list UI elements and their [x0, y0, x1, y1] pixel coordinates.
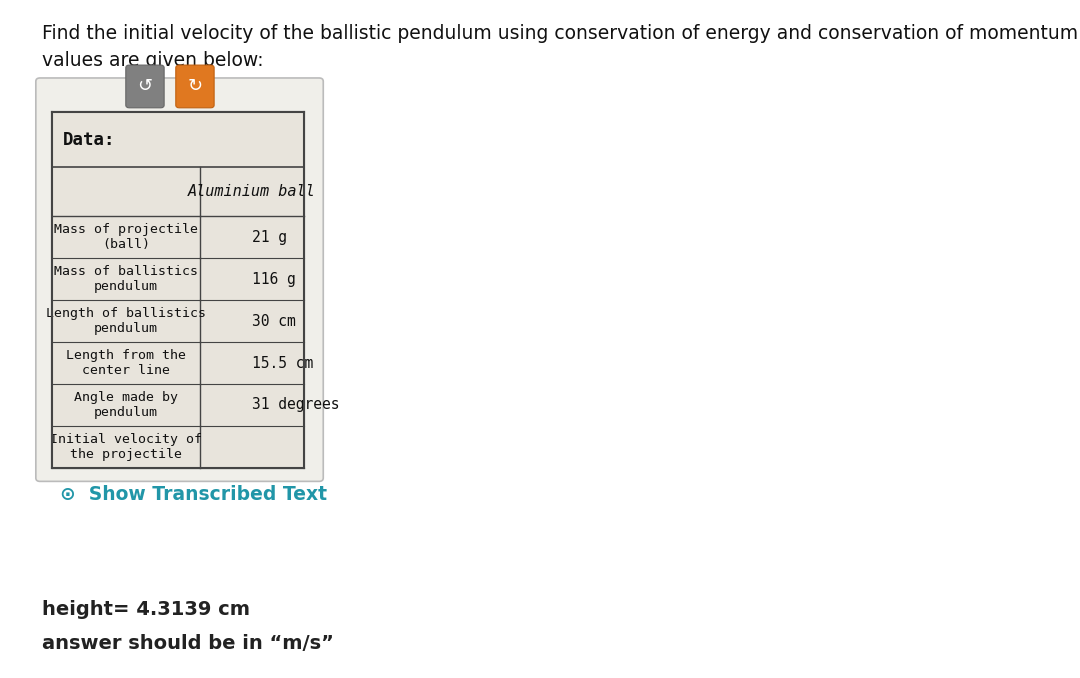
Text: height= 4.3139 cm: height= 4.3139 cm	[42, 600, 249, 619]
Text: ↺: ↺	[137, 77, 152, 96]
Text: Initial velocity of
the projectile: Initial velocity of the projectile	[50, 433, 202, 461]
Text: Mass of ballistics
pendulum: Mass of ballistics pendulum	[54, 265, 198, 293]
Text: values are given below:: values are given below:	[42, 51, 264, 70]
Text: Angle made by
pendulum: Angle made by pendulum	[75, 391, 178, 419]
FancyBboxPatch shape	[176, 65, 214, 108]
Bar	[53, 112, 305, 167]
Bar	[53, 167, 305, 216]
Bar	[53, 300, 305, 342]
Text: ⊙  Show Transcribed Text: ⊙ Show Transcribed Text	[60, 485, 327, 504]
Text: Length of ballistics
pendulum: Length of ballistics pendulum	[46, 307, 206, 335]
Text: 21 g: 21 g	[252, 230, 287, 245]
FancyBboxPatch shape	[125, 65, 164, 108]
Text: 116 g: 116 g	[252, 272, 296, 287]
Text: Aluminium ball: Aluminium ball	[188, 184, 315, 199]
Bar	[53, 426, 305, 468]
Text: 30 cm: 30 cm	[252, 314, 296, 329]
Bar	[53, 258, 305, 300]
FancyBboxPatch shape	[53, 112, 305, 468]
Text: ↻: ↻	[188, 77, 203, 96]
Text: 15.5 cm: 15.5 cm	[252, 355, 313, 370]
Text: Data:: Data:	[63, 131, 114, 148]
FancyBboxPatch shape	[36, 78, 323, 481]
Bar	[53, 384, 305, 426]
Text: Mass of projectile
(ball): Mass of projectile (ball)	[54, 223, 198, 252]
Text: 31 degrees: 31 degrees	[252, 397, 339, 412]
Bar	[53, 342, 305, 384]
Text: answer should be in “m/s”: answer should be in “m/s”	[42, 634, 334, 653]
Text: Find the initial velocity of the ballistic pendulum using conservation of energy: Find the initial velocity of the ballist…	[42, 24, 1080, 43]
Text: Length from the
center line: Length from the center line	[66, 349, 186, 377]
Bar	[53, 216, 305, 258]
